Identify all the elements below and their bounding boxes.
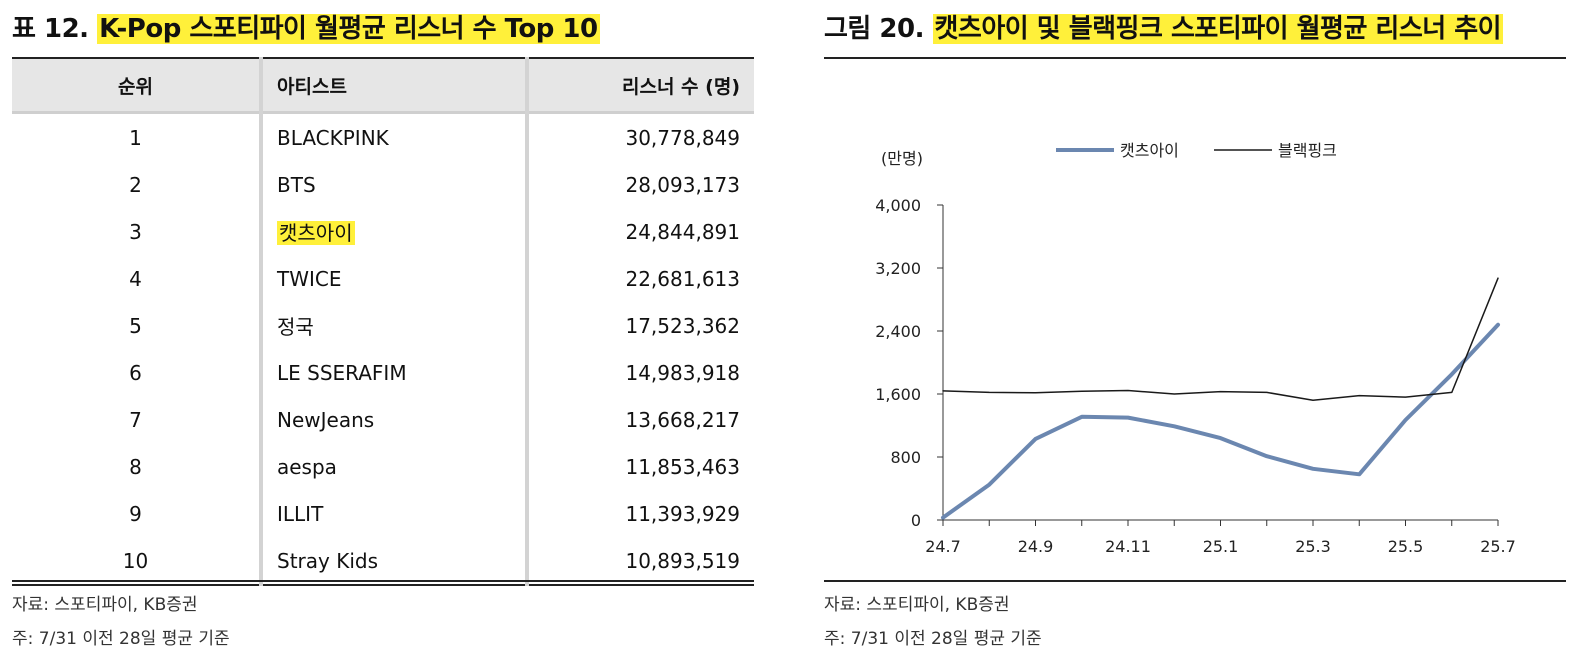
legend-label-1: 블랙핑크 <box>1278 141 1337 160</box>
listeners-cell: 24,844,891 <box>625 219 740 244</box>
artist-name: BTS <box>277 172 316 197</box>
table-row: 2 BTS 28,093,173 <box>12 161 754 208</box>
y-tick-label: 1,600 <box>875 385 921 404</box>
y-unit-label: (만명) <box>881 149 923 168</box>
chart-title-highlight: 캣츠아이 및 블랙핑크 스포티파이 월평균 리스너 추이 <box>932 14 1504 44</box>
header-rank: 순위 <box>12 57 263 114</box>
rank-cell: 2 <box>12 161 263 208</box>
table-source: 자료: 스포티파이, KB증권 <box>12 595 198 615</box>
table-bottom-rule <box>12 580 754 582</box>
listener-table: 순위 아티스트 리스너 수 (명) 1 BLACKPINK 30,778,849 2 B… <box>12 57 754 586</box>
x-tick-label: 25.3 <box>1295 537 1331 556</box>
rank-cell: 9 <box>12 490 263 537</box>
table-row: 3 캣츠아이 24,844,891 <box>12 208 754 255</box>
table-row: 5 정국 17,523,362 <box>12 302 754 349</box>
artist-cell: NewJeans <box>261 396 529 443</box>
artist-name: TWICE <box>277 266 342 291</box>
series-line-1 <box>942 277 1499 402</box>
rank-cell: 5 <box>12 302 263 349</box>
table-row: 7 NewJeans 13,668,217 <box>12 396 754 443</box>
chart-bottom-rule <box>824 580 1566 582</box>
table-row: 9 ILLIT 11,393,929 <box>12 490 754 537</box>
artist-cell: 정국 <box>261 302 529 349</box>
chart-source: 자료: 스포티파이, KB증권 <box>824 595 1010 615</box>
artist-cell: 캣츠아이 <box>261 208 529 255</box>
x-tick-label: 24.9 <box>1018 537 1054 556</box>
artist-name: Stray Kids <box>277 548 378 573</box>
table-row: 10 Stray Kids 10,893,519 <box>12 537 754 586</box>
series-line-0 <box>941 322 1500 520</box>
artist-cell: Stray Kids <box>261 537 529 586</box>
x-tick-label: 25.5 <box>1388 537 1424 556</box>
listeners-cell: 30,778,849 <box>625 125 740 150</box>
x-tick-label: 24.7 <box>925 537 961 556</box>
chart-footnote: 주: 7/31 이전 28일 평균 기준 <box>824 629 1042 649</box>
y-tick-label: 2,400 <box>875 322 921 341</box>
artist-name: ILLIT <box>277 501 324 526</box>
artist-cell: TWICE <box>261 255 529 302</box>
listeners-cell: 11,853,463 <box>625 454 740 479</box>
y-tick-label: 3,200 <box>875 259 921 278</box>
listeners-cell: 11,393,929 <box>625 501 740 526</box>
header-artist: 아티스트 <box>261 57 529 114</box>
rank-cell: 10 <box>12 537 263 586</box>
chart-title: 그림 20. 캣츠아이 및 블랙핑크 스포티파이 월평균 리스너 추이 <box>824 8 1504 45</box>
table-title-prefix: 표 12. <box>12 14 89 44</box>
table-row: 1 BLACKPINK 30,778,849 <box>12 112 754 161</box>
legend-label-0: 캣츠아이 <box>1120 141 1179 160</box>
artist-cell: LE SSERAFIM <box>261 349 529 396</box>
listener-trend-chart: 0 800 1,600 2,400 3,200 4,000 24.7 24.9 24.11 25.… <box>875 141 1516 556</box>
artist-cell: BTS <box>261 161 529 208</box>
listeners-cell: 28,093,173 <box>625 172 740 197</box>
artist-name: BLACKPINK <box>277 125 389 150</box>
artist-name: NewJeans <box>277 407 375 432</box>
rank-cell: 3 <box>12 208 263 255</box>
y-tick-label: 800 <box>890 448 921 467</box>
chart-top-rule <box>824 57 1566 59</box>
x-tick-label: 25.1 <box>1203 537 1239 556</box>
artist-cell: ILLIT <box>261 490 529 537</box>
table-row: 6 LE SSERAFIM 14,983,918 <box>12 349 754 396</box>
listeners-cell: 17,523,362 <box>625 313 740 338</box>
rank-cell: 1 <box>12 112 263 161</box>
artist-cell: aespa <box>261 443 529 490</box>
table-title: 표 12. K-Pop 스포티파이 월평균 리스너 수 Top 10 <box>12 8 600 45</box>
artist-name: 정국 <box>277 315 314 339</box>
artist-name: aespa <box>277 454 337 479</box>
listeners-cell: 14,983,918 <box>625 360 740 385</box>
rank-cell: 7 <box>12 396 263 443</box>
listeners-cell: 10,893,519 <box>527 537 754 586</box>
rank-cell: 4 <box>12 255 263 302</box>
artist-cell: BLACKPINK <box>261 112 529 161</box>
artist-name: 캣츠아이 <box>277 221 355 245</box>
x-tick-label: 24.11 <box>1105 537 1151 556</box>
table-row: 8 aespa 11,853,463 <box>12 443 754 490</box>
rank-cell: 8 <box>12 443 263 490</box>
listeners-cell: 22,681,613 <box>625 266 740 291</box>
table-footnote: 주: 7/31 이전 28일 평균 기준 <box>12 629 230 649</box>
table-row: 4 TWICE 22,681,613 <box>12 255 754 302</box>
y-tick-label: 4,000 <box>875 196 921 215</box>
artist-name: LE SSERAFIM <box>277 360 407 385</box>
chart-title-prefix: 그림 20. <box>824 14 924 44</box>
listeners-cell: 13,668,217 <box>625 407 740 432</box>
rank-cell: 6 <box>12 349 263 396</box>
table-title-highlight: K-Pop 스포티파이 월평균 리스너 수 Top 10 <box>97 14 600 44</box>
table-header-row: 순위 아티스트 리스너 수 (명) <box>12 57 754 114</box>
y-tick-label: 0 <box>911 511 921 530</box>
x-tick-label: 25.7 <box>1480 537 1516 556</box>
header-listeners: 리스너 수 (명) <box>527 57 754 114</box>
